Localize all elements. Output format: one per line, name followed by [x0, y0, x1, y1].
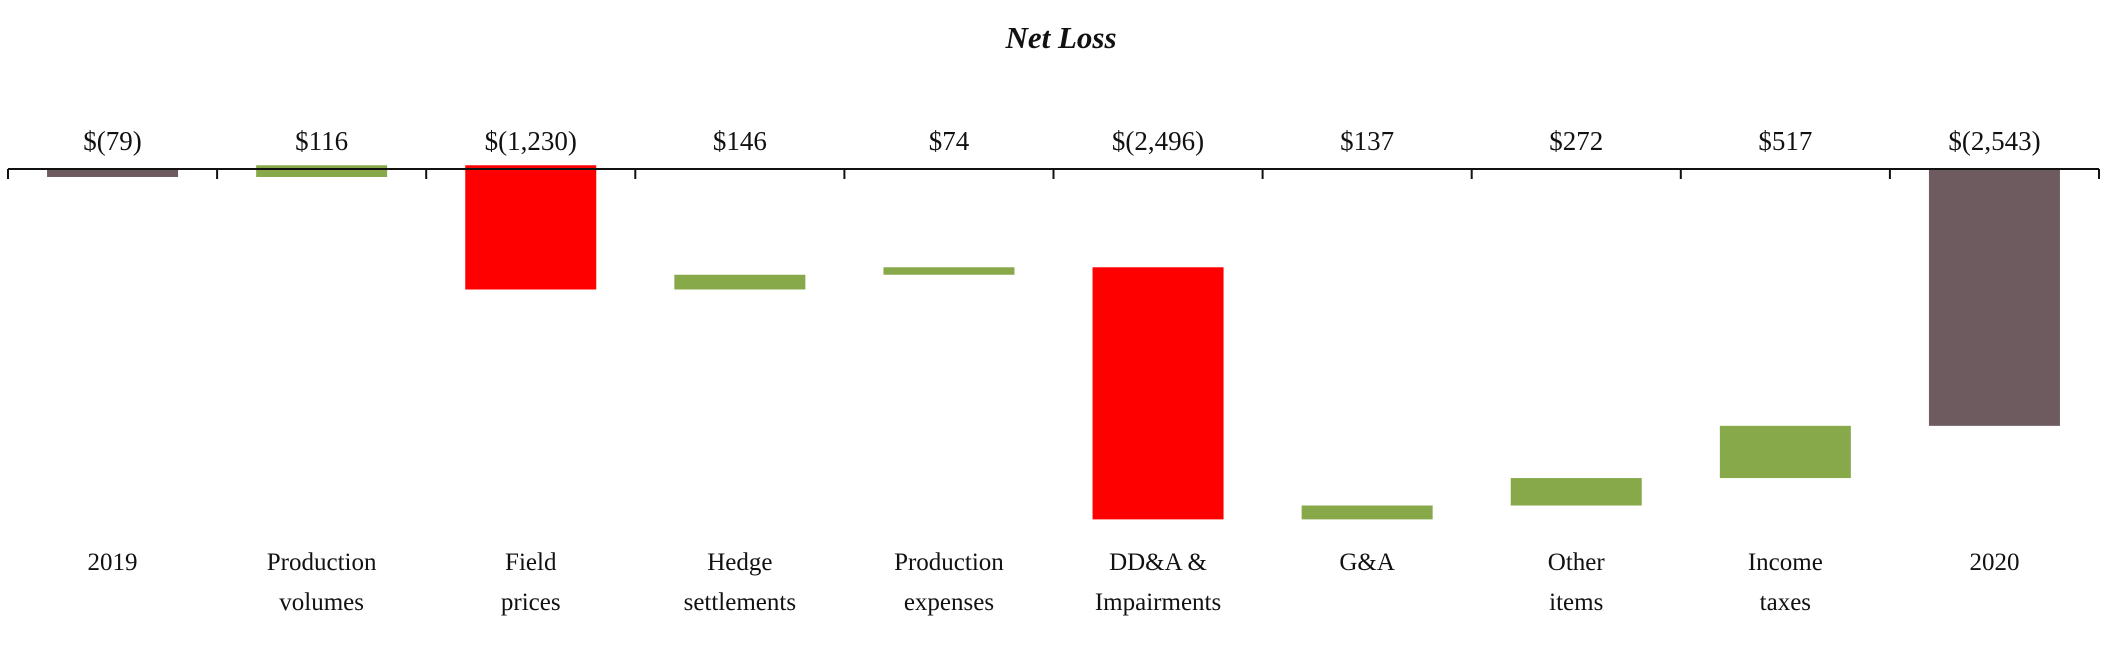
bar-4	[883, 267, 1015, 275]
category-label: Other	[1548, 549, 1606, 576]
category-label: Impairments	[1095, 589, 1221, 616]
value-label: $(2,496)	[1112, 126, 1204, 156]
value-label: $146	[713, 126, 767, 156]
category-label: Field	[505, 549, 557, 576]
bar-5	[1092, 267, 1224, 520]
category-label: items	[1549, 589, 1603, 616]
category-label: Income	[1748, 549, 1823, 576]
bar-7	[1510, 478, 1642, 506]
category-label: 2020	[1969, 549, 2019, 576]
value-label: $116	[295, 126, 348, 156]
category-label: Hedge	[707, 549, 772, 576]
category-label: Production	[894, 549, 1004, 576]
value-label: $517	[1758, 126, 1812, 156]
bar-9	[1928, 169, 2060, 426]
category-label: Production	[267, 549, 377, 576]
value-label: $(79)	[83, 126, 141, 156]
category-label: settlements	[684, 589, 796, 616]
category-label: G&A	[1339, 549, 1395, 576]
chart-title: Net Loss	[1004, 20, 1116, 55]
value-label: $(2,543)	[1948, 126, 2040, 156]
value-label: $272	[1549, 126, 1603, 156]
value-label: $74	[929, 126, 970, 156]
value-label: $137	[1340, 126, 1394, 156]
category-label: 2019	[88, 549, 138, 576]
bar-2	[465, 165, 597, 290]
bar-0	[47, 169, 179, 177]
value-label: $(1,230)	[485, 126, 577, 156]
bar-1	[256, 165, 388, 177]
bar-3	[674, 274, 806, 290]
category-label: prices	[501, 589, 561, 616]
category-label: taxes	[1760, 589, 1811, 616]
category-label: volumes	[279, 589, 364, 616]
bar-6	[1301, 505, 1433, 520]
category-label: expenses	[904, 589, 994, 616]
bar-8	[1719, 425, 1851, 479]
category-label: DD&A &	[1109, 549, 1207, 576]
